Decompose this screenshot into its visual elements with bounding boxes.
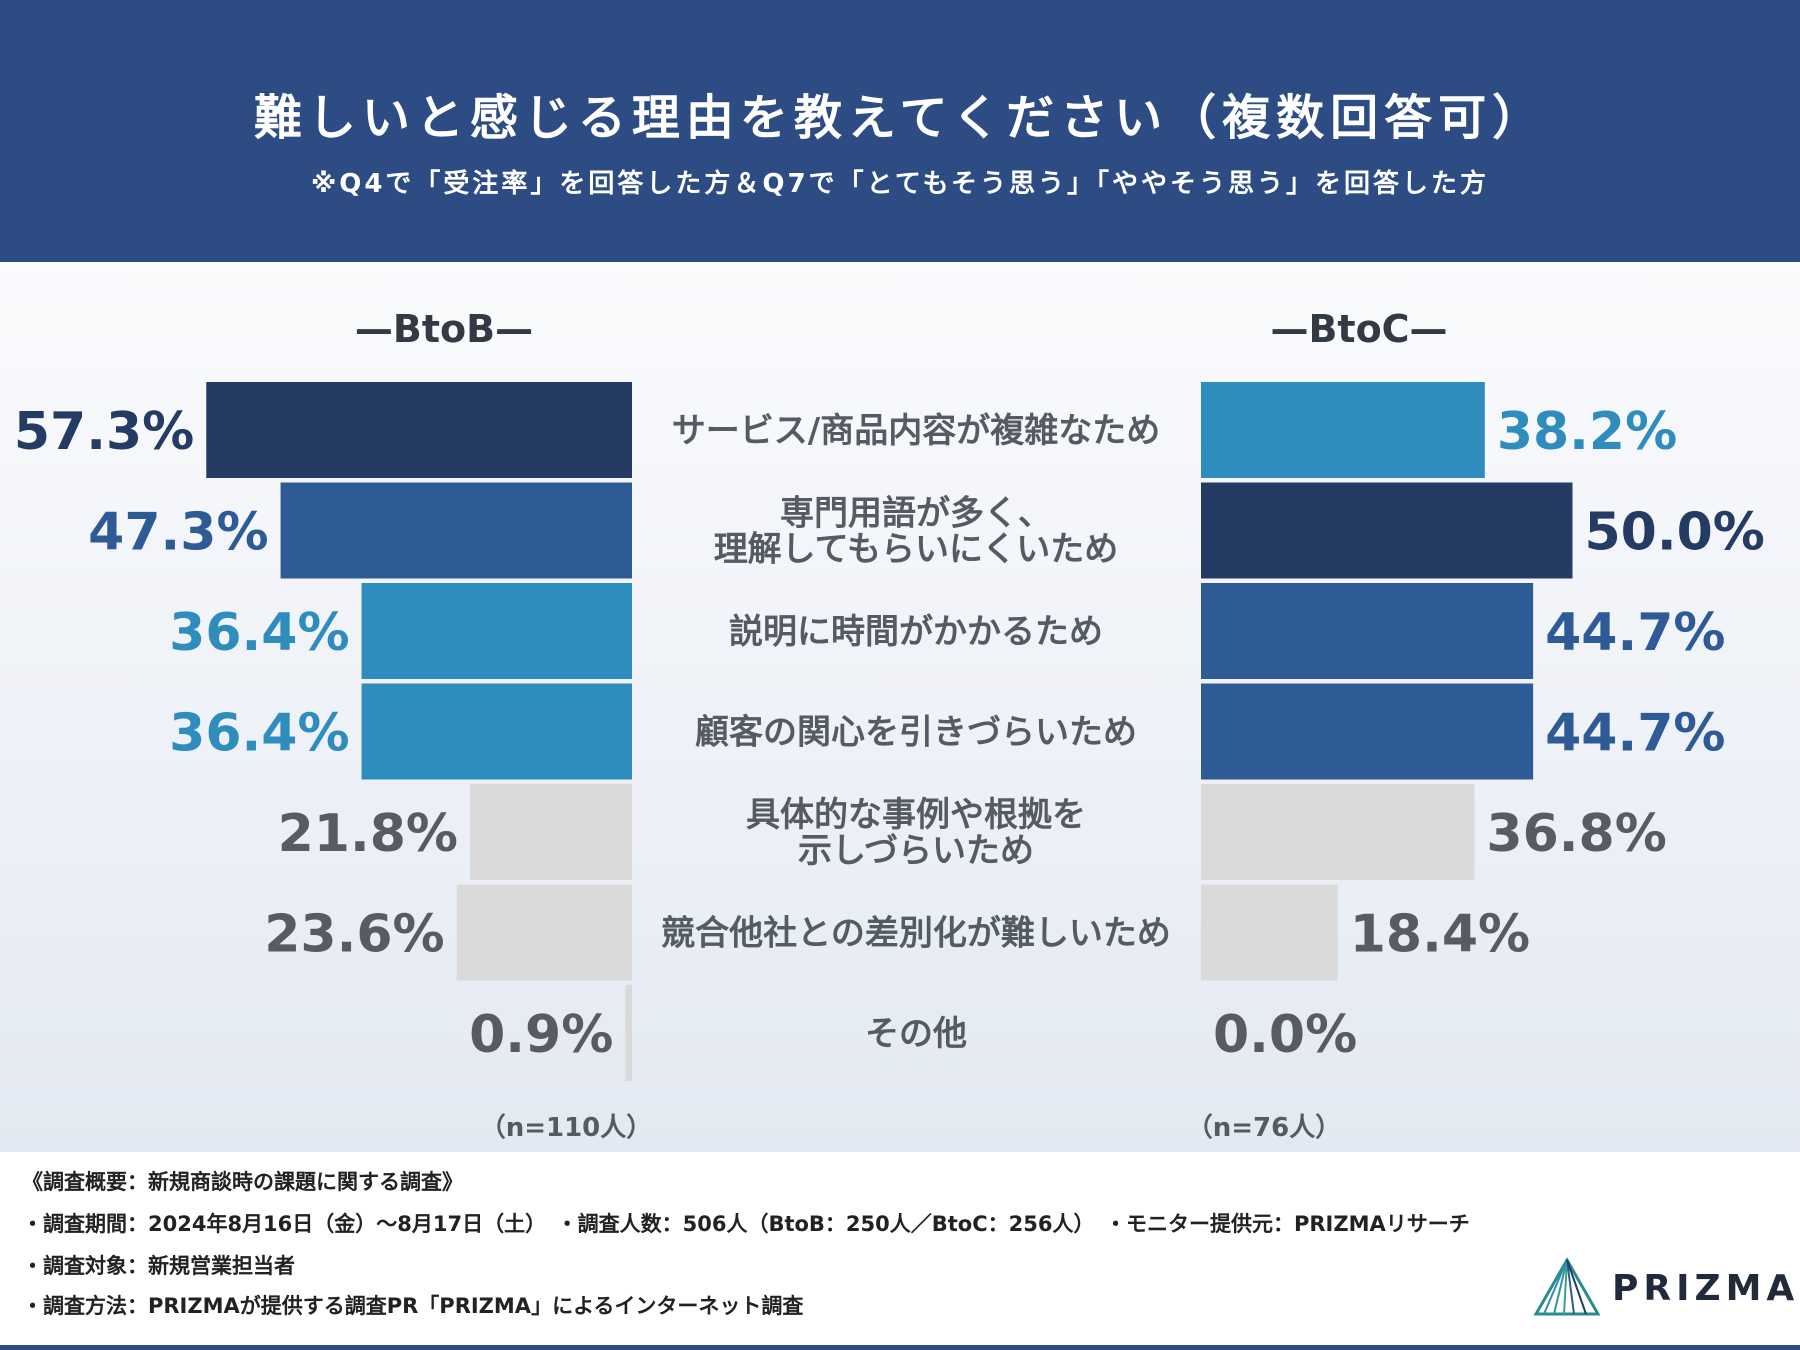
btob-sample-size: （n=110人） [480, 1113, 653, 1143]
category-label: その他 [865, 1014, 967, 1054]
survey-period-line: ・調査期間：2024年8月16日（金）〜8月17日（土） ・調査人数：506人（… [22, 1212, 1470, 1236]
prizma-logo-icon [1533, 1256, 1601, 1316]
btoc-value-label: 36.8% [1486, 804, 1666, 864]
btoc-value-label: 0.0% [1213, 1005, 1357, 1065]
btoc-value-label: 38.2% [1497, 402, 1677, 462]
btoc-bar [1201, 583, 1534, 679]
category-label: 具体的な事例や根拠を示しづらいため [746, 795, 1086, 871]
btoc-bar [1201, 482, 1573, 579]
footer-divider [0, 1345, 1800, 1350]
category-label: 専門用語が多く、理解してもらいにくいため [714, 494, 1119, 570]
btoc-bar [1201, 382, 1485, 478]
survey-footer: 《調査概要：新規商談時の課題に関する調査》 ・調査期間：2024年8月16日（金… [0, 1152, 1800, 1350]
chart-title: 難しいと感じる理由を教えてください（複数回答可） [253, 90, 1547, 146]
btob-group-title: —BtoB— [355, 307, 533, 351]
survey-overview: 《調査概要：新規商談時の課題に関する調査》 [22, 1170, 463, 1194]
btoc-bar [1201, 884, 1338, 981]
btoc-value-label: 44.7% [1545, 603, 1725, 663]
btob-bar [361, 683, 632, 780]
btob-value-label: 36.4% [169, 704, 349, 764]
btoc-bar [1201, 683, 1534, 780]
category-label: 顧客の関心を引きづらいため [695, 713, 1137, 753]
btob-value-label: 36.4% [169, 603, 349, 663]
btoc-value-label: 44.7% [1545, 704, 1725, 764]
btob-bar [625, 985, 632, 1081]
btob-bar [280, 482, 632, 579]
header-banner: 難しいと感じる理由を教えてください（複数回答可） ※Q4で「受注率」を回答した方… [0, 0, 1800, 262]
btoc-bar [1201, 784, 1475, 880]
btob-bar [206, 382, 633, 478]
prizma-logo: PRIZMA [1533, 1256, 1794, 1320]
chart-subtitle: ※Q4で「受注率」を回答した方＆Q7で「とてもそう思う」「ややそう思う」を回答し… [310, 169, 1490, 199]
btob-bar [361, 583, 632, 679]
btob-value-label: 21.8% [278, 804, 458, 864]
category-label: サービス/商品内容が複雑なため [672, 411, 1160, 451]
btoc-value-label: 18.4% [1350, 905, 1530, 965]
category-label: 説明に時間がかかるため [729, 612, 1103, 652]
btob-value-label: 47.3% [88, 503, 268, 563]
btob-bar [456, 884, 632, 981]
survey-target-line: ・調査対象：新規営業担当者 [22, 1254, 295, 1278]
btoc-group-title: —BtoC— [1270, 307, 1447, 351]
btob-bar [470, 784, 632, 880]
survey-method-line: ・調査方法：PRIZMAが提供する調査PR「PRIZMA」によるインターネット調… [22, 1294, 804, 1318]
btoc-sample-size: （n=76人） [1187, 1113, 1341, 1143]
btob-value-label: 0.9% [469, 1005, 613, 1065]
btob-value-label: 23.6% [264, 905, 444, 965]
prizma-logo-text: PRIZMA [1612, 1268, 1800, 1309]
btoc-value-label: 50.0% [1585, 503, 1765, 563]
category-label: 競合他社との差別化が難しいため [661, 914, 1171, 954]
chart-area: —BtoB— —BtoC— 57.3% 38.2% サービス/商品内容が複雑なため 47.… [0, 262, 1800, 1152]
butterfly-bar-chart: —BtoB— —BtoC— 57.3% 38.2% サービス/商品内容が複雑なため 47.… [14, 307, 1765, 1143]
btob-value-label: 57.3% [14, 402, 194, 462]
